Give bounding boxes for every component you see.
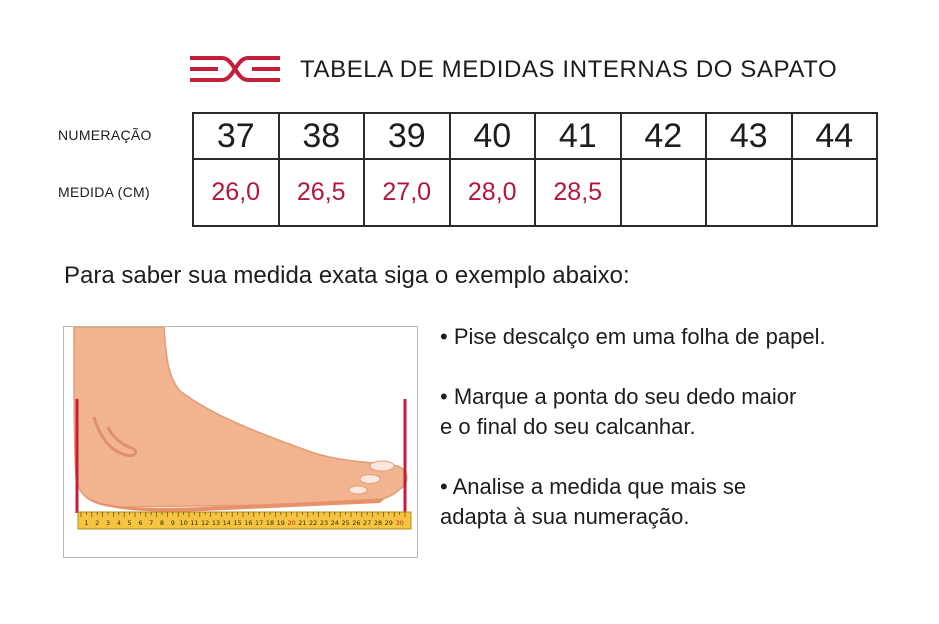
- size-cell: 38: [277, 112, 365, 160]
- size-cell: 37: [192, 112, 280, 160]
- ruler-number: 18: [266, 519, 274, 527]
- measure-cell: [790, 158, 878, 227]
- foot-measure-drawing: 1 2 3 4 5 6 7 8 9 10 11 12 13 14 15 16 17 18 19 20 21 22 23 24 2…: [73, 327, 412, 530]
- ruler-number: 20: [287, 519, 295, 527]
- tip-line: adapta à sua numeração.: [440, 504, 690, 529]
- size-cell: 40: [448, 112, 536, 160]
- medida-label: MEDIDA (CM): [58, 184, 150, 200]
- ruler-number: 27: [363, 519, 371, 527]
- numeracao-label: NUMERAÇÃO: [58, 127, 152, 143]
- tip-item: • Pise descalço em uma folha de papel.: [440, 322, 920, 352]
- ruler-number: 15: [233, 519, 241, 527]
- tips-list: • Pise descalço em uma folha de papel. •…: [440, 322, 920, 532]
- measure-cell: 28,5: [534, 158, 622, 227]
- ruler-number: 28: [374, 519, 382, 527]
- size-cell: 42: [619, 112, 707, 160]
- size-table: 37 38 39 40 41 42 43 44 26,0 26,5 27,0 2…: [192, 112, 878, 227]
- ruler-number: 3: [106, 519, 110, 527]
- ruler-number: 24: [331, 519, 339, 527]
- ruler-number: 10: [179, 519, 187, 527]
- ruler-number: 5: [128, 519, 132, 527]
- logo-icon: [190, 56, 280, 82]
- page-title: TABELA DE MEDIDAS INTERNAS DO SAPATO: [300, 56, 838, 83]
- ruler-number: 4: [117, 519, 121, 527]
- tip-line: • Pise descalço em uma folha de papel.: [440, 324, 826, 349]
- measure-cell: 26,0: [192, 158, 280, 227]
- foot-illustration: 1 2 3 4 5 6 7 8 9 10 11 12 13 14 15 16 17 18 19 20 21 22 23 24 2…: [63, 326, 418, 558]
- instruction-text: Para saber sua medida exata siga o exemp…: [64, 262, 630, 289]
- ruler-number: 8: [160, 519, 164, 527]
- tip-line: e o final do seu calcanhar.: [440, 414, 696, 439]
- ruler-number: 17: [255, 519, 263, 527]
- tip-item: • Marque a ponta do seu dedo maior e o f…: [440, 382, 920, 442]
- brand-logo: [190, 54, 280, 84]
- tip-item: • Analise a medida que mais se adapta à …: [440, 472, 920, 532]
- size-cell: 44: [790, 112, 878, 160]
- measure-cell: 27,0: [363, 158, 451, 227]
- ruler-number: 26: [352, 519, 360, 527]
- measure-cell: 28,0: [448, 158, 536, 227]
- size-cell: 41: [534, 112, 622, 160]
- ruler-number: 14: [223, 519, 231, 527]
- measure-cell: [705, 158, 793, 227]
- size-cell: 43: [705, 112, 793, 160]
- measure-cell: 26,5: [277, 158, 365, 227]
- ruler-number: 29: [385, 519, 393, 527]
- ruler-number: 22: [309, 519, 317, 527]
- ruler-number: 1: [84, 519, 88, 527]
- ruler-number: 25: [341, 519, 349, 527]
- size-row: 37 38 39 40 41 42 43 44: [192, 112, 878, 160]
- tip-line: • Analise a medida que mais se: [440, 474, 747, 499]
- ruler-number: 30: [395, 519, 403, 527]
- tip-line: • Marque a ponta do seu dedo maior: [440, 384, 797, 409]
- size-cell: 39: [363, 112, 451, 160]
- ruler-ticks: 1 2 3 4 5 6 7 8 9 10 11 12 13 14 15 16 17 18 19 20 21 22 23 24 2…: [80, 512, 406, 527]
- ruler-number: 7: [149, 519, 153, 527]
- ruler-number: 21: [298, 519, 306, 527]
- ruler-number: 2: [95, 519, 99, 527]
- ruler-number: 11: [190, 519, 198, 527]
- ruler-number: 12: [201, 519, 209, 527]
- ruler-number: 6: [138, 519, 142, 527]
- ruler-number: 16: [244, 519, 252, 527]
- foot-icon: [73, 327, 408, 508]
- ruler-number: 19: [277, 519, 285, 527]
- ruler-number: 23: [320, 519, 328, 527]
- ruler-number: 9: [171, 519, 175, 527]
- measure-row: 26,0 26,5 27,0 28,0 28,5: [192, 158, 878, 227]
- measure-cell: [619, 158, 707, 227]
- ruler: [77, 511, 412, 530]
- ruler-number: 13: [212, 519, 220, 527]
